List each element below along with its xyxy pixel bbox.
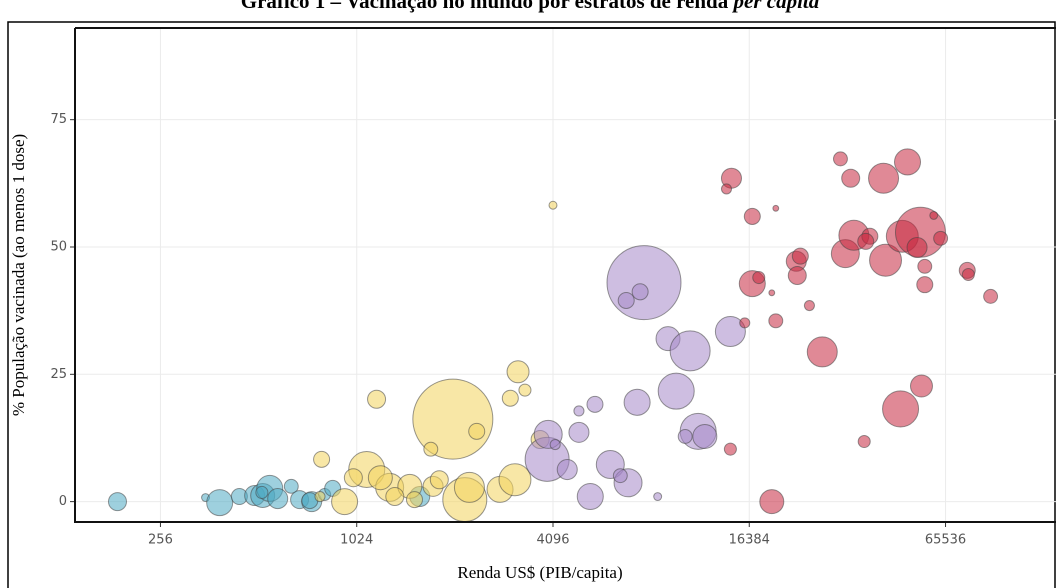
bubble: [803, 300, 815, 312]
bubble: [832, 151, 848, 167]
bubble: [714, 316, 746, 348]
y-axis-label: % População vacinada (ao menos 1 dose): [9, 134, 28, 416]
bubble: [791, 247, 809, 265]
bubble: [720, 183, 733, 195]
x-tick-label: 256: [148, 533, 173, 548]
bubble: [772, 204, 780, 212]
bubble: [857, 435, 871, 449]
bubble: [506, 360, 530, 384]
bubble: [752, 271, 766, 285]
bubble: [677, 428, 693, 444]
bubbles: [107, 148, 999, 523]
x-tick-label: 16384: [729, 533, 770, 548]
bubble: [916, 276, 934, 294]
bubble: [573, 405, 585, 417]
bubble: [453, 471, 485, 503]
title-text: Gráfico 1 – Vacinação no mundo por estra…: [241, 0, 729, 13]
bubble: [787, 266, 807, 286]
bubble: [576, 483, 604, 511]
bubble: [367, 465, 393, 491]
bubble: [768, 289, 776, 297]
bubble: [606, 245, 682, 321]
bubble: [806, 336, 838, 368]
bubble: [412, 378, 494, 460]
bubble: [857, 232, 875, 250]
bubble: [759, 489, 785, 515]
chart-title: Gráfico 1 – Vacinação no mundo por estra…: [241, 0, 819, 13]
bubble: [501, 389, 519, 407]
bubble: [586, 395, 604, 413]
bubble: [933, 230, 949, 246]
bubble: [283, 478, 299, 494]
x-tick-label: 65536: [925, 533, 966, 548]
bubble: [206, 489, 234, 517]
bubble: [669, 330, 711, 372]
bubble: [739, 317, 751, 329]
bubble: [882, 390, 920, 428]
bubble: [929, 210, 939, 220]
x-tick-label: 1024: [340, 533, 373, 548]
bubble: [343, 468, 363, 488]
bubble: [909, 374, 933, 398]
y-tick-label: 0: [59, 494, 67, 509]
bubble: [313, 450, 331, 468]
bubble: [617, 291, 635, 309]
bubble: [255, 485, 269, 499]
bubble: [568, 421, 590, 443]
title-emphasis: per capita: [732, 0, 820, 13]
bubble: [314, 490, 326, 503]
bubble: [653, 492, 663, 502]
bubble: [841, 168, 861, 188]
bubble: [917, 258, 933, 274]
bubble: [961, 267, 975, 282]
bubble: [267, 488, 289, 510]
bubble: [549, 439, 561, 451]
bubble: [631, 283, 649, 301]
y-tick-label: 50: [50, 239, 67, 254]
bubble: [623, 388, 651, 416]
bubble: [405, 491, 424, 509]
y-tick-label: 25: [50, 367, 67, 382]
bubble: [657, 372, 695, 410]
bubble: [612, 468, 628, 484]
bubble: [107, 492, 127, 512]
bubble: [367, 389, 387, 409]
bubble: [743, 207, 761, 225]
bubble: [498, 463, 532, 497]
bubble: [893, 148, 922, 176]
bubble: [868, 162, 900, 194]
bubble: [423, 441, 439, 457]
bubble: [768, 313, 784, 329]
bubble: [723, 442, 737, 456]
bubble: [692, 423, 718, 449]
bubble: [518, 383, 532, 397]
bubble: [385, 487, 405, 507]
x-tick-label: 4096: [536, 533, 569, 548]
bubble: [906, 236, 928, 259]
panel-frame: [74, 27, 1056, 523]
bubble: [429, 470, 449, 490]
bubble: [331, 488, 359, 516]
figure-frame: [7, 21, 1056, 588]
bubble: [468, 422, 486, 440]
bubble: [548, 200, 558, 210]
bubble: [869, 243, 903, 277]
grid: 0 25 50 75 256 1024 4096 16384 65536: [50, 28, 1056, 548]
bubble: [983, 288, 999, 304]
bubble: [556, 459, 578, 481]
x-axis-label: Renda US$ (PIB/capita): [457, 563, 622, 582]
y-tick-label: 75: [50, 112, 67, 127]
